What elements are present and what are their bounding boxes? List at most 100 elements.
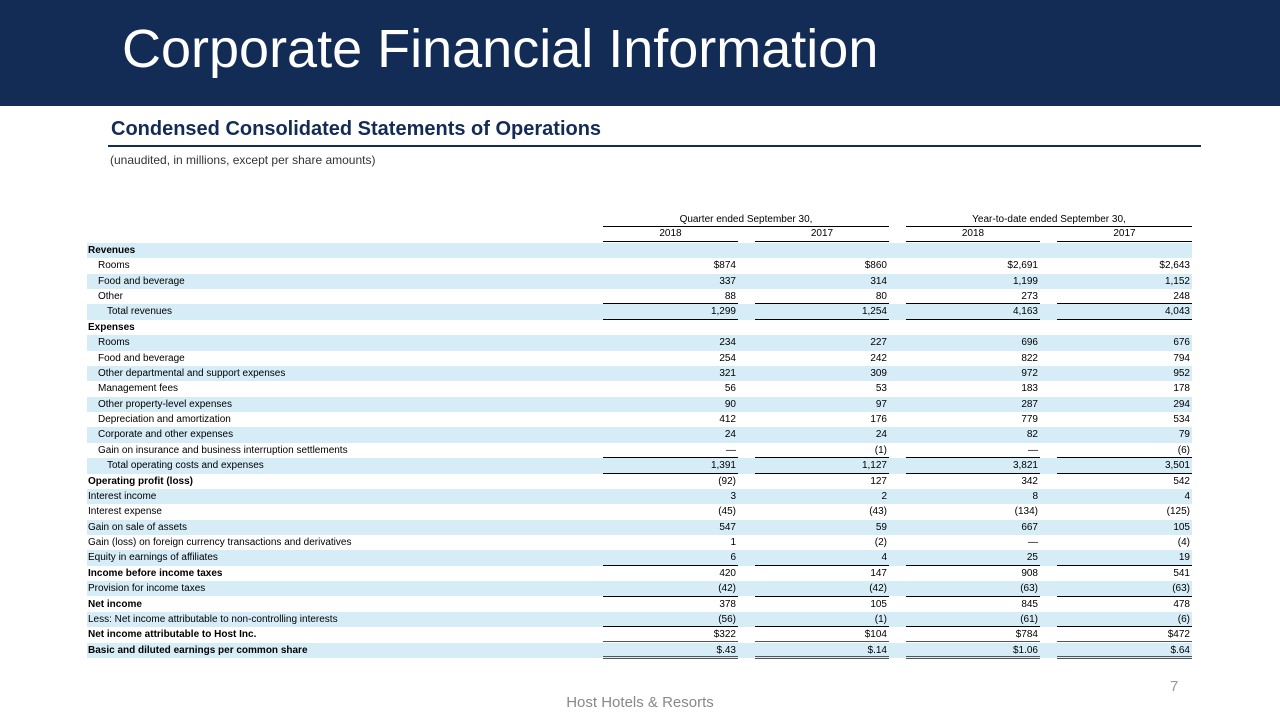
row-value: 547 bbox=[719, 521, 736, 533]
row-value: 822 bbox=[1021, 352, 1038, 364]
row-value: 24 bbox=[724, 429, 736, 441]
row-value: 1,391 bbox=[710, 460, 736, 472]
row-value: 273 bbox=[1021, 291, 1038, 303]
row-label: Income before income taxes bbox=[88, 567, 223, 579]
cell-rule bbox=[1057, 318, 1192, 320]
row-value: 794 bbox=[1173, 352, 1190, 364]
row-label: Provision for income taxes bbox=[88, 583, 206, 595]
row-value: 972 bbox=[1021, 367, 1038, 379]
row-shade bbox=[87, 304, 1192, 320]
row-value: 3 bbox=[730, 490, 736, 502]
row-value: 19 bbox=[1178, 552, 1190, 564]
row-value: 178 bbox=[1173, 383, 1190, 395]
row-value: $784 bbox=[1015, 629, 1038, 641]
row-shade bbox=[87, 611, 1192, 628]
row-shade bbox=[87, 581, 1192, 597]
row-value: 24 bbox=[875, 429, 887, 441]
row-value: 56 bbox=[724, 383, 736, 395]
row-value: $472 bbox=[1167, 629, 1190, 641]
cell-rule bbox=[1057, 303, 1192, 305]
cell-rule bbox=[603, 318, 738, 320]
row-label: Depreciation and amortization bbox=[98, 414, 231, 426]
row-label: Basic and diluted earnings per common sh… bbox=[88, 644, 308, 656]
cell-rule bbox=[755, 303, 889, 305]
row-value: 1,127 bbox=[861, 460, 887, 472]
year-rule bbox=[755, 241, 889, 242]
row-value: 176 bbox=[870, 414, 887, 426]
row-value: 1,254 bbox=[861, 306, 887, 318]
cell-rule bbox=[1057, 457, 1192, 459]
row-value: 242 bbox=[870, 352, 887, 364]
year-rule bbox=[603, 241, 738, 242]
row-value: 337 bbox=[719, 275, 736, 287]
year-header: 2018 bbox=[659, 228, 682, 239]
row-value: (6) bbox=[1177, 613, 1190, 625]
row-value: 2 bbox=[881, 490, 887, 502]
row-value: 4 bbox=[1184, 490, 1190, 502]
row-value: 234 bbox=[719, 337, 736, 349]
cell-rule bbox=[906, 564, 1040, 566]
row-shade bbox=[87, 427, 1192, 443]
row-value: 147 bbox=[870, 567, 887, 579]
row-value: 412 bbox=[719, 414, 736, 426]
row-value: (56) bbox=[718, 613, 736, 625]
header-band bbox=[0, 0, 1280, 106]
row-value: 309 bbox=[870, 367, 887, 379]
row-value: 90 bbox=[724, 398, 736, 410]
cell-rule bbox=[603, 595, 738, 597]
row-label: Equity in earnings of affiliates bbox=[88, 552, 218, 564]
row-shade bbox=[87, 550, 1192, 566]
row-value: 105 bbox=[1173, 521, 1190, 533]
row-label: Other property-level expenses bbox=[98, 398, 232, 410]
row-value: $104 bbox=[864, 629, 887, 641]
row-value: 294 bbox=[1173, 398, 1190, 410]
cell-rule bbox=[906, 472, 1040, 474]
row-value: 779 bbox=[1021, 414, 1038, 426]
row-value: 88 bbox=[724, 291, 736, 303]
row-label: Gain on insurance and business interrupt… bbox=[98, 444, 348, 456]
row-value: 6 bbox=[730, 552, 736, 564]
row-label: Expenses bbox=[88, 321, 135, 333]
group-rule bbox=[906, 226, 1192, 227]
cell-rule bbox=[906, 595, 1040, 597]
cell-rule bbox=[603, 457, 738, 459]
row-label: Other departmental and support expenses bbox=[98, 367, 286, 379]
row-value: 79 bbox=[1178, 429, 1190, 441]
row-value: 667 bbox=[1021, 521, 1038, 533]
row-label: Net income bbox=[88, 598, 142, 610]
row-value: 227 bbox=[870, 337, 887, 349]
row-label: Gain on sale of assets bbox=[88, 521, 187, 533]
row-value: 3,821 bbox=[1012, 460, 1038, 472]
cell-rule bbox=[755, 318, 889, 320]
row-shade bbox=[87, 488, 1192, 505]
cell-rule bbox=[1057, 595, 1192, 597]
cell-rule bbox=[906, 303, 1040, 305]
row-value: (1) bbox=[874, 444, 887, 456]
row-value: 254 bbox=[719, 352, 736, 364]
row-label: Interest expense bbox=[88, 506, 162, 518]
cell-rule bbox=[603, 303, 738, 305]
row-value: 321 bbox=[719, 367, 736, 379]
row-value: (45) bbox=[718, 506, 736, 518]
row-label: Management fees bbox=[98, 383, 179, 395]
row-value: (63) bbox=[1172, 583, 1190, 595]
row-value: 4 bbox=[881, 552, 887, 564]
row-value: (61) bbox=[1020, 613, 1038, 625]
group-header: Year-to-date ended September 30, bbox=[972, 214, 1126, 225]
row-shade bbox=[87, 396, 1192, 413]
row-value: $874 bbox=[713, 260, 736, 272]
row-label: Rooms bbox=[98, 337, 130, 349]
row-value: 25 bbox=[1026, 552, 1038, 564]
row-label: Rooms bbox=[98, 260, 130, 272]
row-shade bbox=[87, 642, 1192, 658]
row-value: 676 bbox=[1173, 337, 1190, 349]
row-label: Food and beverage bbox=[98, 275, 185, 287]
row-value: 105 bbox=[870, 598, 887, 610]
year-header: 2017 bbox=[810, 228, 834, 239]
cell-rule bbox=[603, 472, 738, 474]
section-note: (unaudited, in millions, except per shar… bbox=[110, 153, 376, 167]
year-rule bbox=[1057, 241, 1192, 242]
row-value: 183 bbox=[1021, 383, 1038, 395]
row-label: Other bbox=[98, 291, 124, 303]
row-value: 478 bbox=[1173, 598, 1190, 610]
